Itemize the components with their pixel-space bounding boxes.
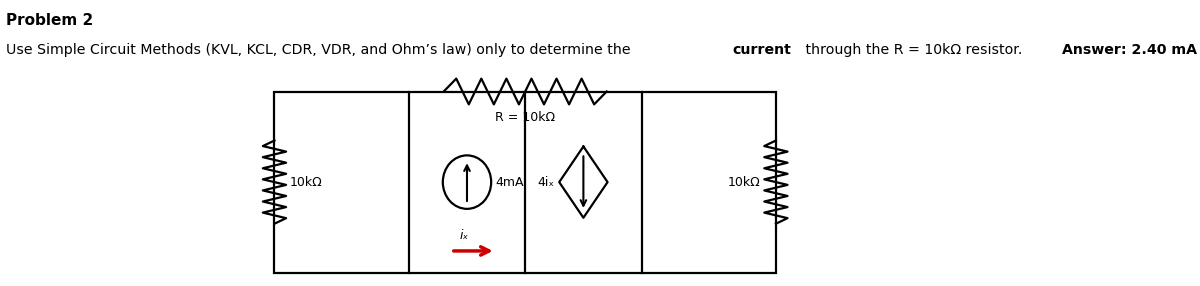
Text: Answer: 2.40 mA: Answer: 2.40 mA bbox=[1062, 43, 1196, 57]
Text: 10kΩ: 10kΩ bbox=[289, 176, 323, 188]
Text: iₓ: iₓ bbox=[460, 229, 469, 242]
Text: current: current bbox=[733, 43, 792, 57]
Text: Use Simple Circuit Methods (KVL, KCL, CDR, VDR, and Ohm’s law) only to determine: Use Simple Circuit Methods (KVL, KCL, CD… bbox=[6, 43, 635, 57]
Text: Problem 2: Problem 2 bbox=[6, 13, 94, 28]
Text: through the R = 10kΩ resistor.: through the R = 10kΩ resistor. bbox=[800, 43, 1027, 57]
Text: 10kΩ: 10kΩ bbox=[728, 176, 761, 188]
Text: 4mA: 4mA bbox=[496, 176, 524, 188]
Text: R = 10kΩ: R = 10kΩ bbox=[496, 111, 556, 124]
Text: 4iₓ: 4iₓ bbox=[536, 176, 554, 188]
Bar bbox=[275, 92, 776, 273]
